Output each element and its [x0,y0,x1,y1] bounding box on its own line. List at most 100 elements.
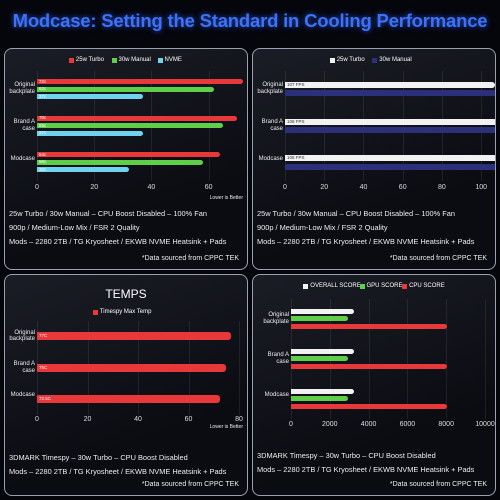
bar [285,163,495,170]
note: 900p / Medium-Low Mix / FSR 2 Quality [9,223,140,232]
x-tick-label: 20 [83,416,92,423]
legend-label: OVERALL SCORE [310,283,361,289]
bar [37,86,215,92]
annotation: Lower is Better [209,195,243,201]
x-tick-label: 60 [184,416,193,423]
value-label: 108 FPS [287,118,305,124]
bar [37,123,223,129]
legend-label: NVME [164,57,182,63]
bar [37,159,203,165]
note: 3DMARK Timespy – 30w Turbo – CPU Boost D… [9,453,188,462]
legend-label: CPU SCORE [409,283,445,289]
category-label: Modcase [264,392,289,398]
value-label: 65c [39,122,47,128]
x-tick-label: 0 [283,184,287,191]
legend-swatch [329,58,335,63]
value-label: 72.5C [39,396,52,402]
bar [37,167,129,173]
x-tick-label: 0 [289,421,293,428]
bar [37,79,243,85]
grid-line [407,299,409,419]
panel: TEMPS Timespy Max Temp 0 20 40 60 80 Original b… [4,274,248,496]
bar [291,388,354,394]
value-label: 62c [39,86,47,92]
x-tick-label: 10000 [475,421,495,428]
category-label: Original backplate [263,312,289,325]
legend-label: 25w Turbo [75,57,104,63]
legend-label: 30w Manual [118,57,151,63]
bar [285,155,495,162]
category-label: Brand A case [267,352,289,365]
legend-swatch [359,284,365,289]
legend-label: 30w Manual [379,57,412,63]
x-tick-label: 60 [204,184,213,191]
bar [291,323,448,329]
note: Mods – 2280 2TB / TG Kryosheet / EKWB NV… [257,237,475,246]
x-tick-label: 20 [90,184,99,191]
value-label: 108 FPS [287,155,305,161]
grid-line [481,71,483,181]
panel: OVERALL SCORE GPU SCORE CPU SCORE 0 2000 4000… [252,274,496,496]
legend-label: 25w Turbo [336,57,365,63]
x-tick-label: 40 [134,416,142,423]
page-title: Modcase: Setting the Standard in Cooling… [12,10,488,31]
grid-line [363,71,365,181]
bar [291,396,348,402]
value-label: 58c [39,159,47,165]
legend-swatch [402,284,408,289]
bar [285,81,495,88]
x-tick-label: 0 [35,416,39,423]
x-tick-label: 40 [147,184,156,191]
x-tick-label: 80 [235,416,243,423]
value-label: 37c [39,130,47,136]
legend-swatch [303,284,309,289]
category-label: Modcase [10,155,35,162]
x-tick-label: 6000 [399,421,416,428]
note: 25w Turbo / 30w Manual – CPU Boost Disab… [257,209,456,218]
source: *Data sourced from CPPC TEK [389,481,487,488]
bar [37,152,221,158]
bar [291,356,348,362]
category-label: Original backplate [257,82,283,95]
bar [37,395,221,404]
panel: 25w Turbo 30w Manual NVME 0 20 40 60 Original b… [4,48,248,270]
annotation: Lower is Better [209,424,243,430]
x-tick-label: 20 [320,184,329,191]
x-tick-label: 60 [398,184,407,191]
legend-swatch [111,58,117,63]
legend-label: Timespy Max Temp [99,309,152,315]
category-label: Modcase [258,155,283,162]
note: 25w Turbo / 30w Manual – CPU Boost Disab… [9,209,208,218]
source: *Data sourced from CPPC TEK [389,255,487,262]
category-label: Original backplate [9,329,35,343]
grid-line [485,299,486,419]
bar [291,403,448,409]
grid-line [402,71,404,181]
category-label: Brand A case [261,119,283,132]
grid-line [239,321,240,415]
bar [37,115,238,121]
bar [285,127,495,133]
chart-title: TEMPS [105,287,147,301]
legend-swatch [372,58,378,63]
category-label: Original backplate [9,82,35,95]
bar [291,348,354,354]
bar [291,363,448,369]
grid-line [324,71,326,181]
value-label: 75C [39,364,48,370]
x-tick-label: 40 [359,184,368,191]
source: *Data sourced from CPPC TEK [141,481,239,488]
bar [37,363,227,372]
grid-line [441,71,443,181]
value-label: 37c [39,93,47,99]
note: Mods – 2280 2TB / TG Kryosheet / EKWB NV… [257,465,475,474]
category-label: Brand A case [13,361,35,374]
value-label: 70c [39,115,47,121]
x-tick-label: 100 [475,184,488,191]
bar [285,118,495,125]
note: 900p / Medium-Low Mix / FSR 2 Quality [257,223,388,232]
source: *Data sourced from CPPC TEK [141,255,239,262]
bar [291,308,354,314]
grid-line [446,299,448,419]
